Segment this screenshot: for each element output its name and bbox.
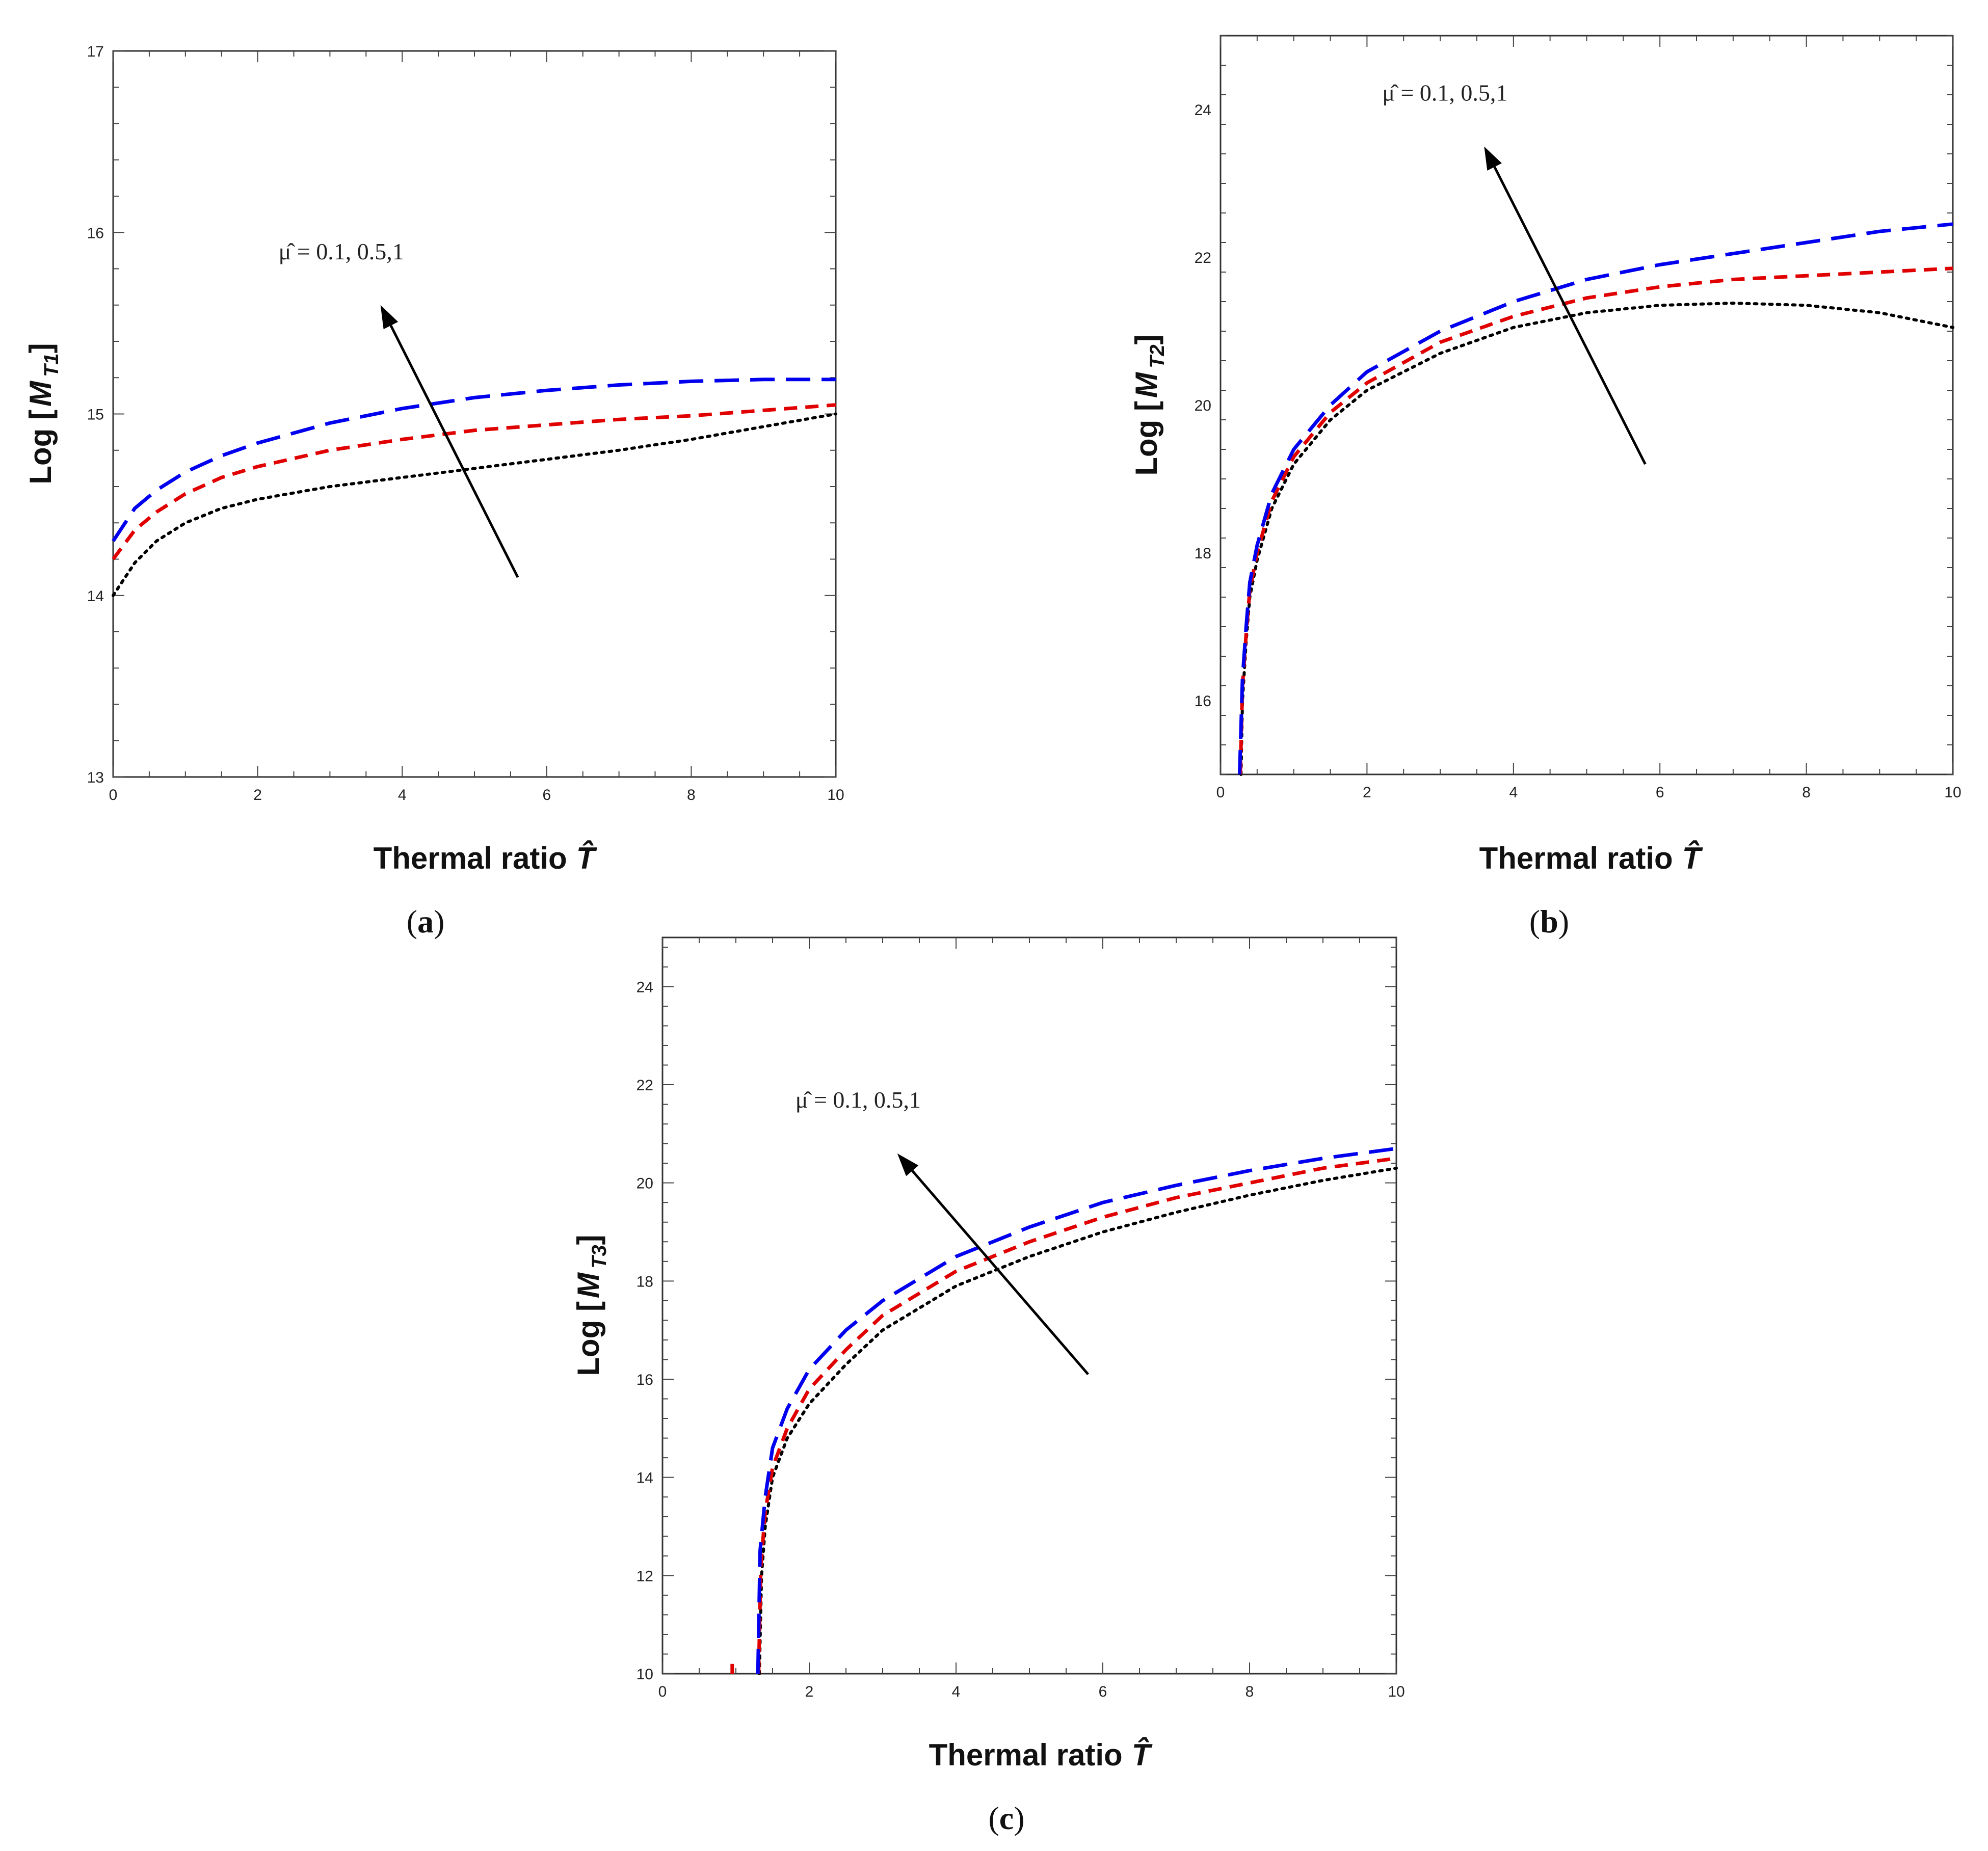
y-axis-title-main: Log [ [571, 1301, 605, 1376]
annotation-arrow [1493, 166, 1647, 465]
x-axis-title-text: Thermal ratio [374, 841, 567, 875]
y-tick-label: 24 [637, 979, 653, 996]
annotation-arrowhead [1484, 146, 1502, 171]
y-axis-title-sub: T1 [40, 353, 63, 377]
x-tick-label: 2 [1363, 784, 1371, 801]
y-axis-title-M: M [571, 1272, 605, 1298]
panel-a: 0 2 4 6 8 10 13 14 15 16 17 μ̂ = 0.1, 0.5,1 Thermal … [23, 43, 844, 940]
y-axis-title: Log [ M T1] [23, 343, 63, 484]
series-line-2 [112, 378, 836, 542]
x-tick-label: 0 [1216, 784, 1225, 801]
caption-close: ) [1558, 903, 1569, 940]
annotation-arrowhead [897, 1153, 919, 1176]
y-axis-title-end: ] [571, 1235, 605, 1245]
y-axis-title-main: Log [ [1129, 401, 1163, 476]
panel-caption: (a) [407, 903, 445, 940]
y-tick-label: 13 [87, 769, 104, 786]
x-tick-label: 0 [658, 1683, 667, 1700]
x-tick-label: 2 [805, 1683, 814, 1700]
x-axis-title: Thermal ratio T̂ [374, 841, 597, 875]
x-axis-title-symbol: T̂ [576, 841, 597, 875]
x-tick-label: 10 [1388, 1683, 1404, 1700]
mu-annotation: μ̂ = 0.1, 0.5,1 [1382, 80, 1507, 106]
mu-annotation: μ̂ = 0.1, 0.5,1 [279, 238, 404, 264]
x-tick-label: 0 [109, 787, 118, 803]
series-line-0 [758, 1166, 1398, 1675]
y-tick-label: 14 [637, 1470, 653, 1487]
caption-letter: b [1540, 903, 1558, 940]
x-tick-label: 4 [398, 787, 407, 803]
y-axis-title-sub: T2 [1146, 344, 1169, 368]
x-tick-label: 6 [1656, 784, 1664, 801]
caption-letter: c [999, 1800, 1014, 1836]
mu-annotation: μ̂ = 0.1, 0.5,1 [796, 1087, 921, 1113]
series-line-2 [1237, 222, 1953, 775]
x-axis-title-symbol: T̂ [1682, 841, 1703, 875]
x-tick-label: 10 [1944, 784, 1961, 801]
x-tick-label: 6 [1099, 1683, 1107, 1700]
y-tick-label: 22 [637, 1077, 653, 1094]
x-axis-title: Thermal ratio T̂ [1479, 841, 1703, 875]
annotation-arrow [389, 325, 519, 578]
y-axis-title-main: Log [ [23, 410, 58, 485]
y-axis-title-M: M [1129, 371, 1163, 398]
series-line-1 [112, 403, 836, 560]
caption-open: ( [1529, 903, 1540, 940]
x-axis-title-symbol: T̂ [1132, 1737, 1153, 1772]
x-axis-title-text: Thermal ratio [1479, 841, 1673, 875]
series-line-1 [757, 1157, 1397, 1674]
y-tick-label: 16 [87, 225, 104, 242]
x-tick-label: 2 [253, 787, 262, 803]
x-tick-label: 10 [827, 787, 844, 803]
y-axis-title-M: M [23, 380, 58, 407]
y-tick-label: 18 [1195, 545, 1211, 562]
y-tick-label: 24 [1195, 102, 1211, 119]
x-axis-title: Thermal ratio T̂ [929, 1737, 1153, 1772]
x-tick-label: 8 [1245, 1683, 1254, 1700]
caption-close: ) [434, 903, 444, 940]
y-axis-title-end: ] [23, 343, 58, 353]
series-line-1 [1238, 266, 1953, 775]
y-tick-label: 22 [1195, 250, 1211, 266]
y-axis-title: Log [ M T2] [1129, 334, 1169, 475]
caption-close: ) [1014, 1800, 1024, 1836]
y-tick-label: 18 [637, 1273, 653, 1290]
y-tick-label: 15 [87, 407, 104, 423]
x-tick-label: 6 [542, 787, 551, 803]
x-axis-title-text: Thermal ratio [929, 1738, 1123, 1772]
x-tick-label: 8 [1802, 784, 1811, 801]
annotation-arrowhead [380, 305, 399, 330]
caption-open: ( [407, 903, 417, 940]
y-axis-title-end: ] [1129, 334, 1163, 344]
caption-open: ( [988, 1800, 999, 1836]
y-tick-label: 16 [1195, 693, 1211, 710]
annotation-arrow [911, 1170, 1090, 1376]
panel-caption: (c) [988, 1800, 1024, 1836]
x-tick-label: 4 [1509, 784, 1518, 801]
y-tick-label: 20 [637, 1175, 653, 1192]
y-tick-label: 14 [87, 588, 104, 605]
y-tick-label: 10 [637, 1666, 653, 1683]
y-axis-title: Log [ M T3] [571, 1235, 611, 1376]
y-tick-label: 20 [1195, 397, 1211, 414]
series-line-2 [756, 1146, 1397, 1674]
y-tick-label: 12 [637, 1568, 653, 1585]
caption-letter: a [417, 903, 434, 940]
panel-caption: (b) [1529, 903, 1569, 940]
y-tick-label: 17 [87, 43, 104, 60]
x-tick-label: 4 [952, 1683, 961, 1700]
y-tick-label: 16 [637, 1372, 653, 1388]
series-line-0 [112, 412, 837, 597]
y-axis-title-sub: T3 [588, 1245, 611, 1269]
x-tick-label: 8 [687, 787, 696, 803]
